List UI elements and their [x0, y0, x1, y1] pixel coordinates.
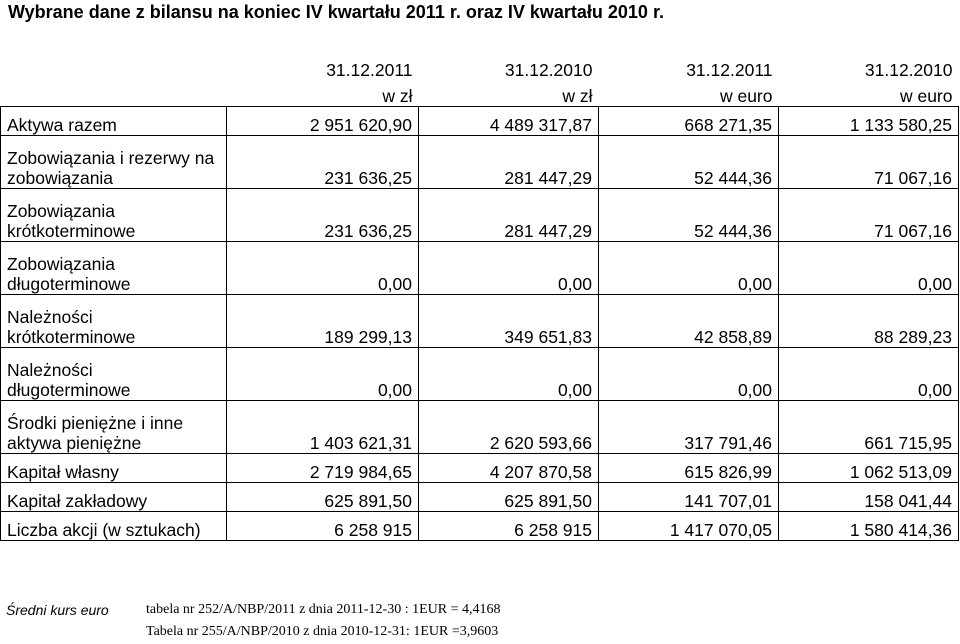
value-cell: 141 707,01 — [598, 482, 779, 512]
header-unit: w euro — [719, 86, 773, 106]
header-row-dates: 31.12.2011 31.12.2010 31.12.2011 31.12.2… — [1, 54, 959, 80]
value-cell: 0,00 — [226, 241, 419, 295]
value-cell: 661 715,95 — [778, 400, 959, 454]
header-date: 31.12.2010 — [504, 60, 593, 80]
table-row: Środki pieniężne i inne aktywa pieniężne… — [0, 400, 959, 454]
header-date: 31.12.2010 — [864, 60, 953, 80]
value-cell: 615 826,99 — [598, 453, 779, 483]
table-row: Należności krótkoterminowe 189 299,13 34… — [0, 294, 959, 348]
header-empty-cell — [1, 54, 227, 80]
value-cell: 231 636,25 — [226, 188, 419, 242]
value-cell: 6 258 915 — [418, 511, 599, 541]
value-cell: 52 444,36 — [598, 188, 779, 242]
value-cell: 1 133 580,25 — [778, 106, 959, 136]
value-cell: 158 041,44 — [778, 482, 959, 512]
row-label: Zobowiązania i rezerwy na zobowiązania — [0, 135, 227, 189]
header-date: 31.12.2011 — [326, 60, 413, 80]
row-label: Liczba akcji (w sztukach) — [0, 511, 227, 541]
value-cell: 42 858,89 — [598, 294, 779, 348]
value-cell: 0,00 — [778, 347, 959, 401]
value-cell: 71 067,16 — [778, 135, 959, 189]
value-cell: 2 620 593,66 — [418, 400, 599, 454]
row-label: Należności krótkoterminowe — [0, 294, 227, 348]
row-label: Zobowiązania krótkoterminowe — [0, 188, 227, 242]
header-unit: w zł — [562, 86, 593, 106]
exchange-rate-line: Tabela nr 255/A/NBP/2010 z dnia 2010-12-… — [146, 624, 499, 639]
value-cell: 231 636,25 — [226, 135, 419, 189]
exchange-rate-line: tabela nr 252/A/NBP/2011 z dnia 2011-12-… — [146, 602, 501, 617]
row-label: Zobowiązania długoterminowe — [0, 241, 227, 295]
table-row: Zobowiązania krótkoterminowe 231 636,25 … — [0, 188, 959, 242]
row-label: Aktywa razem — [0, 106, 227, 136]
value-cell: 0,00 — [418, 347, 599, 401]
table-row: Kapitał zakładowy 625 891,50 625 891,50 … — [0, 482, 959, 512]
header-unit: w euro — [899, 86, 953, 106]
value-cell: 1 062 513,09 — [778, 453, 959, 483]
value-cell: 281 447,29 — [418, 135, 599, 189]
row-label: Środki pieniężne i inne aktywa pieniężne — [0, 400, 227, 454]
table-row: Należności długoterminowe 0,00 0,00 0,00… — [0, 347, 959, 401]
value-cell: 1 417 070,05 — [598, 511, 779, 541]
row-label: Należności długoterminowe — [0, 347, 227, 401]
header-empty-cell — [1, 80, 227, 107]
value-cell: 88 289,23 — [778, 294, 959, 348]
value-cell: 625 891,50 — [418, 482, 599, 512]
value-cell: 4 207 870,58 — [418, 453, 599, 483]
value-cell: 0,00 — [598, 241, 779, 295]
value-cell: 189 299,13 — [226, 294, 419, 348]
table-row: Zobowiązania długoterminowe 0,00 0,00 0,… — [0, 241, 959, 295]
value-cell: 1 403 621,31 — [226, 400, 419, 454]
value-cell: 52 444,36 — [598, 135, 779, 189]
value-cell: 0,00 — [418, 241, 599, 295]
value-cell: 0,00 — [226, 347, 419, 401]
value-cell: 0,00 — [598, 347, 779, 401]
value-cell: 0,00 — [778, 241, 959, 295]
header-date: 31.12.2011 — [686, 60, 773, 80]
row-label: Kapitał własny — [0, 453, 227, 483]
value-cell: 1 580 414,36 — [778, 511, 959, 541]
header-row-units: w zł w zł w euro w euro — [1, 80, 959, 107]
table-row: Zobowiązania i rezerwy na zobowiązania 2… — [0, 135, 959, 189]
value-cell: 71 067,16 — [778, 188, 959, 242]
header-unit: w zł — [382, 86, 413, 106]
table-row: Liczba akcji (w sztukach) 6 258 915 6 25… — [0, 511, 959, 541]
value-cell: 281 447,29 — [418, 188, 599, 242]
value-cell: 625 891,50 — [226, 482, 419, 512]
value-cell: 6 258 915 — [226, 511, 419, 541]
value-cell: 317 791,46 — [598, 400, 779, 454]
row-label: Kapitał zakładowy — [0, 482, 227, 512]
exchange-rate-label: Średni kurs euro — [6, 602, 109, 618]
value-cell: 2 951 620,90 — [226, 106, 419, 136]
value-cell: 4 489 317,87 — [418, 106, 599, 136]
balance-table: 31.12.2011 31.12.2010 31.12.2011 31.12.2… — [0, 54, 959, 541]
page-title: Wybrane dane z bilansu na koniec IV kwar… — [8, 2, 664, 22]
value-cell: 2 719 984,65 — [226, 453, 419, 483]
value-cell: 668 271,35 — [598, 106, 779, 136]
value-cell: 349 651,83 — [418, 294, 599, 348]
table-row: Aktywa razem 2 951 620,90 4 489 317,87 6… — [0, 106, 959, 136]
table-row: Kapitał własny 2 719 984,65 4 207 870,58… — [0, 453, 959, 483]
